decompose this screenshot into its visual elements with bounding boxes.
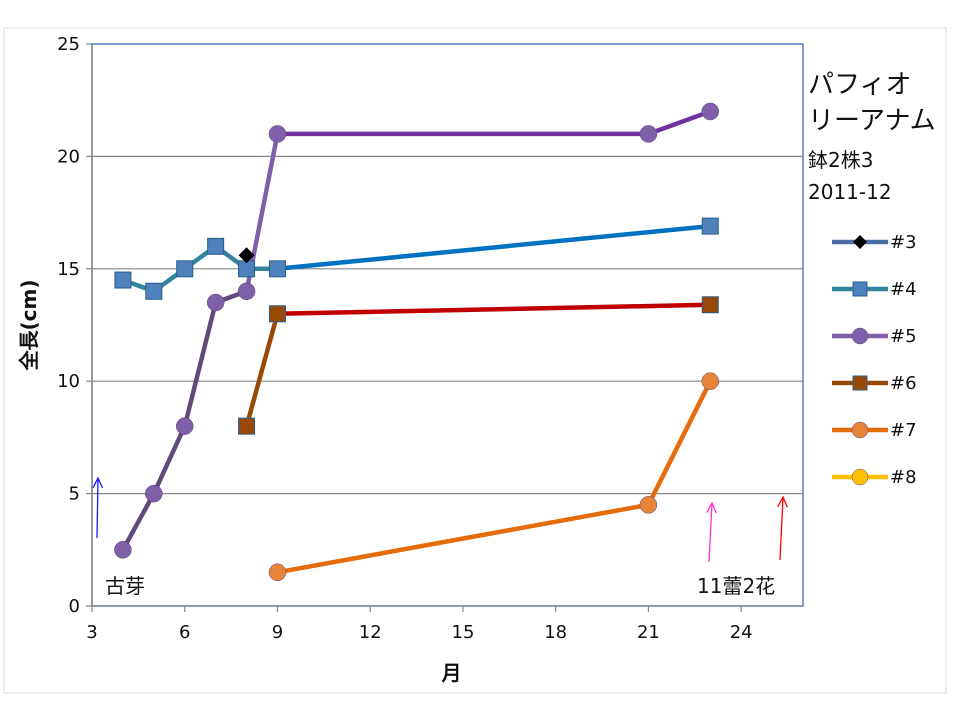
chart-title-line-4: 2011-12 bbox=[808, 180, 892, 204]
legend-marker bbox=[853, 235, 867, 249]
grid-lines bbox=[92, 155, 803, 495]
data-point bbox=[701, 217, 719, 235]
y-tick-label: 0 bbox=[69, 596, 80, 617]
legend-marker bbox=[851, 421, 869, 439]
data-point bbox=[268, 260, 286, 278]
data-point bbox=[238, 247, 255, 264]
series-line-segment bbox=[646, 378, 713, 508]
data-point bbox=[145, 282, 163, 300]
data-point bbox=[639, 125, 658, 143]
axes: 0 5 10 15 20 25 3 6 9 12 15 18 21 24 月 全長(cm) bbox=[17, 34, 803, 685]
legend-label: #8 bbox=[890, 467, 917, 488]
legend-swatch bbox=[832, 281, 888, 297]
series-line-segment bbox=[182, 300, 218, 429]
x-tick-label: 6 bbox=[179, 622, 190, 643]
legend-swatch bbox=[832, 327, 888, 345]
series-line-segment bbox=[151, 423, 187, 496]
data-point bbox=[206, 293, 225, 312]
data-point bbox=[207, 237, 225, 255]
legend-swatch bbox=[832, 421, 888, 439]
data-point bbox=[114, 541, 132, 559]
legend-label: #4 bbox=[890, 279, 917, 300]
y-tick-label: 20 bbox=[57, 146, 80, 167]
x-tick-label: 15 bbox=[452, 622, 475, 643]
data-point bbox=[176, 260, 194, 278]
data-point bbox=[268, 563, 287, 582]
data-point bbox=[701, 372, 720, 390]
y-axis-label: 全長(cm) bbox=[17, 280, 41, 372]
x-tick-label: 12 bbox=[359, 622, 382, 643]
legend-marker bbox=[851, 327, 869, 345]
x-tick-label: 21 bbox=[637, 622, 660, 643]
x-tick-label: 9 bbox=[272, 622, 283, 643]
legend-label: #6 bbox=[890, 373, 917, 394]
data-point bbox=[114, 271, 132, 289]
arrow-head bbox=[92, 476, 104, 489]
annotation-old-bud: 古芽 bbox=[105, 574, 145, 598]
data-point bbox=[701, 296, 719, 314]
legend-swatch bbox=[832, 375, 888, 391]
y-tick-label: 10 bbox=[57, 371, 80, 392]
y-tick-label: 15 bbox=[57, 259, 80, 280]
annotation-buds-flowers: 11蕾2花 bbox=[697, 574, 776, 598]
series-line-segment bbox=[244, 311, 280, 429]
legend-label: #5 bbox=[890, 326, 917, 347]
arrow-shaft bbox=[779, 496, 784, 561]
legend-marker bbox=[851, 468, 869, 486]
y-tick-label: 25 bbox=[57, 34, 80, 55]
series-line-segment bbox=[275, 502, 651, 575]
legend-label: #7 bbox=[890, 420, 917, 441]
data-point bbox=[175, 417, 194, 435]
arrow-flowers bbox=[777, 495, 788, 561]
data-point bbox=[145, 484, 163, 503]
plot-frame bbox=[91, 43, 804, 607]
legend-marker bbox=[852, 375, 868, 391]
y-tick-label: 5 bbox=[69, 484, 80, 505]
series-lines bbox=[120, 109, 713, 575]
legend-label: #3 bbox=[890, 232, 917, 253]
arrow-shaft bbox=[708, 502, 713, 563]
data-point bbox=[268, 305, 286, 323]
series-line-segment bbox=[275, 223, 713, 272]
data-point bbox=[237, 282, 256, 301]
chart-area-border bbox=[3, 27, 947, 694]
arrow-head bbox=[706, 501, 717, 514]
chart-title-line-3: 鉢2株3 bbox=[808, 148, 874, 172]
x-axis-label: 月 bbox=[441, 661, 462, 685]
legend-swatch bbox=[832, 468, 888, 486]
chart-title-line-1: パフィオ bbox=[808, 70, 912, 100]
data-point bbox=[238, 417, 256, 435]
arrow-buds bbox=[706, 501, 717, 563]
series-markers bbox=[114, 102, 720, 582]
arrow-old-bud bbox=[92, 476, 104, 539]
series-line-segment bbox=[275, 302, 713, 317]
legend-swatch bbox=[832, 235, 888, 249]
legend-marker bbox=[852, 281, 868, 297]
data-point bbox=[268, 125, 287, 143]
arrow-shaft bbox=[96, 477, 99, 539]
x-tick-label: 3 bbox=[86, 622, 97, 643]
data-point bbox=[701, 102, 720, 121]
x-tick-label: 24 bbox=[730, 622, 753, 643]
x-tick-label: 18 bbox=[544, 622, 567, 643]
chart-title-line-2: リーアナム bbox=[808, 106, 936, 136]
series-line-segment bbox=[120, 491, 157, 553]
series-line-segment bbox=[646, 109, 713, 137]
data-point bbox=[639, 496, 658, 514]
arrow-head bbox=[777, 495, 788, 508]
annotation-arrows bbox=[92, 476, 788, 563]
